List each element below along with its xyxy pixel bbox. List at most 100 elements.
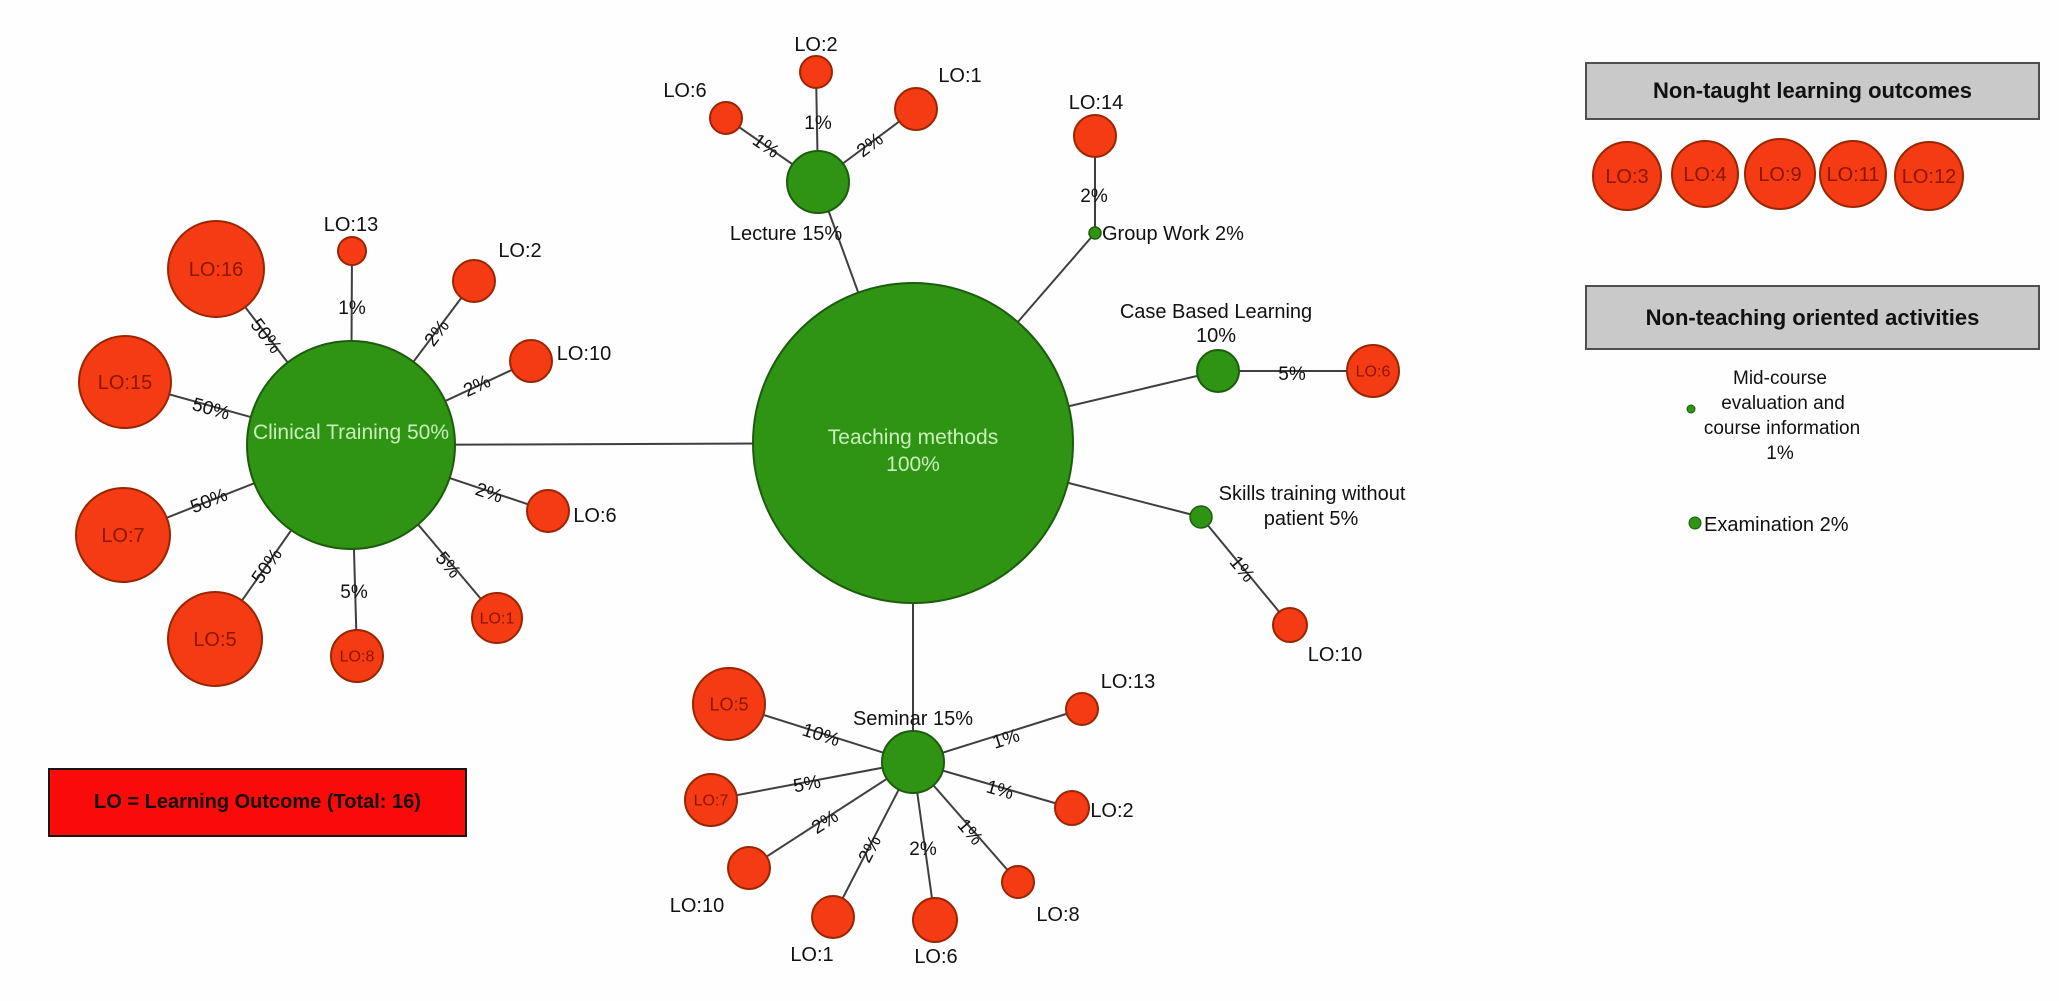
satellite-label-s_lo7: LO:7 — [694, 793, 729, 810]
hub-skills — [1189, 505, 1213, 529]
midcourse-line-1: evaluation and — [1721, 393, 1845, 414]
hub-label-clinical-0: Clinical Training 50% — [253, 421, 449, 444]
satellite-label-c_lo10: LO:10 — [557, 343, 611, 365]
satellite-label-s_lo1: LO:1 — [790, 944, 833, 966]
satellite-label-cbl_lo6: LO:6 — [1356, 364, 1391, 381]
satellite-c_lo5 — [167, 591, 263, 687]
satellite-label-c_lo6: LO:6 — [573, 505, 616, 527]
hub-label-groupwork-0: Group Work 2% — [1102, 223, 1244, 245]
non-taught-label-4: LO:12 — [1902, 166, 1956, 188]
midcourse-line-3: 1% — [1766, 443, 1794, 464]
pct-label-8: 50% — [190, 394, 232, 424]
satellite-label-s_lo8: LO:8 — [1036, 904, 1079, 926]
pct-label-3: 2% — [1080, 186, 1108, 207]
satellite-label-c_lo15: LO:15 — [98, 372, 152, 394]
hub-label-cbl-0: Case Based Learning — [1120, 301, 1312, 323]
pct-label-10: 2% — [472, 479, 505, 508]
non-taught-circle-3 — [1819, 140, 1887, 208]
hub-groupwork — [1088, 226, 1102, 240]
satellite-label-s_lo10: LO:10 — [670, 895, 724, 917]
pct-label-12: 5% — [340, 582, 368, 603]
satellite-l_lo1 — [894, 87, 938, 131]
non-taught-circle-4 — [1894, 141, 1964, 211]
satellite-s_lo10 — [727, 846, 771, 890]
hub-label-teaching-0: Teaching methods — [828, 426, 998, 449]
satellite-label-l_lo6: LO:6 — [663, 80, 706, 102]
hub-label-teaching-1: 100% — [886, 453, 940, 476]
edge-seminar-s_lo7 — [710, 761, 914, 801]
satellite-label-c_lo2: LO:2 — [498, 240, 541, 262]
satellite-c_lo6 — [526, 489, 570, 533]
pct-label-17: 2% — [855, 832, 886, 866]
pct-label-9: 50% — [188, 485, 231, 519]
hub-seminar — [881, 730, 945, 794]
pct-label-20: 1% — [984, 777, 1016, 805]
non-taught-label-1: LO:4 — [1683, 164, 1726, 186]
satellite-label-c_lo16: LO:16 — [189, 259, 243, 281]
non-taught-label-0: LO:3 — [1605, 166, 1648, 188]
hub-label-lecture-0: Lecture 15% — [730, 223, 843, 245]
hub-label-skills-1: patient 5% — [1264, 508, 1359, 530]
satellite-s_lo2 — [1054, 790, 1090, 826]
non-teaching-activities-title: Non-teaching oriented activities — [1645, 304, 1980, 330]
non-taught-label-2: LO:9 — [1758, 164, 1801, 186]
hub-teaching — [752, 282, 1074, 604]
pct-label-14: 10% — [800, 720, 843, 751]
satellite-label-sk_lo10: LO:10 — [1308, 644, 1362, 666]
satellite-label-l_lo2: LO:2 — [794, 34, 837, 56]
satellite-label-c_lo8: LO:8 — [340, 649, 375, 666]
satellite-l_lo2 — [799, 55, 833, 89]
hub-clinical — [246, 340, 456, 550]
midcourse-line-0: Mid-course — [1733, 368, 1827, 389]
satellite-c_lo7 — [75, 487, 171, 583]
lo-definition-text: LO = Learning Outcome (Total: 16) — [94, 791, 421, 813]
satellite-cbl_lo6 — [1346, 344, 1400, 398]
satellite-s_lo13 — [1065, 692, 1099, 726]
satellite-c_lo10 — [509, 339, 553, 383]
satellite-lo14 — [1073, 114, 1117, 158]
pct-label-11: 50% — [248, 545, 287, 588]
midcourse-line-2: course information — [1704, 418, 1860, 439]
satellite-s_lo8 — [1001, 865, 1035, 899]
examination-dot — [1688, 516, 1702, 530]
hub-label-cbl-1: 10% — [1196, 325, 1236, 347]
non-taught-circle-2 — [1744, 138, 1816, 210]
non-taught-outcomes-box: Non-taught learning outcomes — [1585, 62, 2040, 120]
midcourse-dot — [1686, 404, 1696, 414]
non-taught-label-3: LO:11 — [1827, 164, 1880, 186]
hub-label-seminar-0: Seminar 15% — [853, 708, 973, 730]
non-taught-outcomes-title: Non-taught learning outcomes — [1653, 78, 1972, 103]
pct-label-18: 2% — [909, 839, 937, 860]
satellite-s_lo1 — [811, 895, 855, 939]
satellite-label-s_lo13: LO:13 — [1101, 671, 1155, 693]
satellite-label-c_lo13: LO:13 — [324, 214, 378, 236]
pct-label-5: 1% — [338, 298, 366, 319]
satellite-c_lo13 — [337, 236, 367, 266]
satellite-label-c_lo7: LO:7 — [101, 525, 144, 547]
satellite-s_lo6 — [912, 897, 958, 943]
satellite-label-s_lo2: LO:2 — [1090, 800, 1133, 822]
pct-label-1: 1% — [804, 113, 832, 134]
satellite-c_lo2 — [452, 259, 496, 303]
hub-label-skills-0: Skills training without — [1219, 483, 1406, 505]
satellite-label-s_lo6: LO:6 — [914, 946, 957, 968]
hub-lecture — [786, 150, 850, 214]
pct-label-13: 5% — [431, 548, 465, 583]
non-taught-circle-1 — [1671, 140, 1739, 208]
satellite-c_lo8 — [330, 629, 384, 683]
pct-label-15: 5% — [792, 772, 823, 798]
satellite-label-lo14: LO:14 — [1069, 92, 1123, 114]
satellite-label-c_lo1: LO:1 — [480, 611, 515, 628]
examination-label: Examination 2% — [1704, 514, 1849, 536]
satellite-label-s_lo5: LO:5 — [709, 694, 748, 714]
satellite-label-c_lo5: LO:5 — [193, 629, 236, 651]
pct-label-22: 5% — [1278, 364, 1306, 385]
satellite-s_lo7 — [684, 773, 738, 827]
satellite-c_lo15 — [78, 335, 172, 429]
satellite-s_lo5 — [692, 667, 766, 741]
edge-seminar-s_lo10 — [748, 761, 914, 869]
pct-label-0: 1% — [748, 130, 783, 163]
satellite-c_lo16 — [167, 220, 265, 318]
